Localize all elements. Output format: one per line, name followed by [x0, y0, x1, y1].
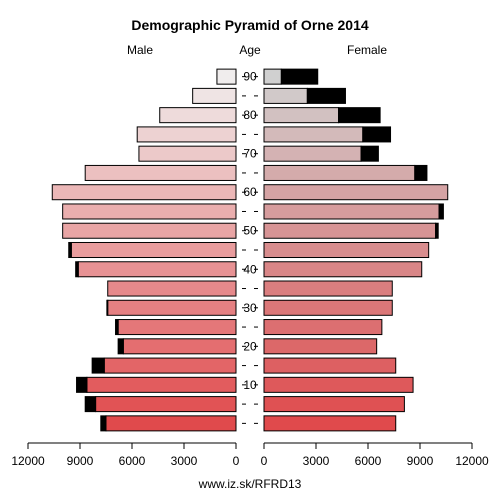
male-surplus-10-14	[76, 376, 88, 393]
female-surplus-90+	[280, 68, 319, 85]
age-tick-label: 70	[243, 147, 257, 161]
female-surplus-80-84	[338, 107, 381, 124]
male-bar-5-9	[95, 396, 237, 413]
female-x-tick-label: 3000	[303, 454, 330, 468]
male-bar-0-4	[105, 415, 237, 432]
male-surplus-20-24	[117, 338, 124, 355]
female-bar-45-49	[263, 241, 430, 259]
male-bar-80-84	[159, 107, 237, 124]
female-bar-25-29	[263, 319, 383, 336]
male-bar-15-19	[103, 357, 237, 374]
female-bar-65-69	[263, 164, 416, 181]
female-bar-80-84	[263, 107, 340, 124]
axes-group: 12000 9000 6000 3000 0 0 3000 6000 9000 12000 10 20…	[11, 70, 489, 468]
male-surplus-30-34	[106, 299, 109, 316]
male-surplus-40-44	[75, 261, 79, 278]
male-bar-45-49	[70, 241, 237, 259]
male-surplus-15-19	[91, 357, 105, 374]
age-tick-label: 90	[243, 70, 257, 84]
female-bar-5-9	[263, 396, 405, 413]
male-bar-55-59	[62, 203, 237, 220]
male-bar-35-39	[107, 280, 237, 297]
chart-title: Demographic Pyramid of Orne 2014	[131, 17, 369, 33]
female-surplus-50-54	[435, 222, 439, 239]
male-bar-65-69	[84, 164, 237, 181]
female-bar-85-89	[263, 87, 308, 104]
male-surplus-25-29	[115, 319, 119, 336]
male-x-tick-label: 6000	[119, 454, 146, 468]
male-bar-75-79	[136, 126, 237, 143]
female-bar-10-14	[263, 376, 414, 393]
female-bar-50-54	[263, 222, 437, 239]
female-surplus-85-89	[306, 87, 346, 104]
age-tick-label: 20	[243, 339, 257, 353]
female-surplus-70-74	[360, 145, 379, 162]
male-surplus-45-49	[68, 241, 72, 259]
female-x-tick-label: 0	[261, 454, 268, 468]
female-header: Female	[347, 43, 387, 57]
female-bar-55-59	[263, 203, 440, 220]
male-bar-40-44	[77, 261, 237, 278]
female-bar-30-34	[263, 299, 393, 316]
age-tick-label: 50	[243, 224, 257, 238]
female-bar-0-4	[263, 415, 397, 432]
male-bar-10-14	[86, 376, 237, 393]
male-x-tick-label: 12000	[11, 454, 45, 468]
male-bar-25-29	[117, 319, 237, 336]
male-bar-60-64	[51, 184, 237, 201]
female-x-tick-label: 12000	[455, 454, 489, 468]
age-tick-label: 30	[243, 301, 257, 315]
male-bar-70-74	[138, 145, 237, 162]
female-surplus-75-79	[362, 126, 392, 143]
male-x-tick-label: 0	[233, 454, 240, 468]
male-bar-50-54	[62, 222, 237, 239]
male-bar-85-89	[192, 87, 237, 104]
female-bar-15-19	[263, 357, 397, 374]
male-bar-90+	[216, 68, 237, 85]
male-header: Male	[127, 43, 153, 57]
female-surplus-55-59	[438, 203, 444, 220]
female-x-tick-label: 6000	[355, 454, 382, 468]
age-tick-label: 10	[243, 378, 257, 392]
female-x-tick-label: 9000	[407, 454, 434, 468]
age-tick-label: 40	[243, 262, 257, 276]
male-surplus-5-9	[84, 396, 97, 413]
age-header: Age	[239, 43, 261, 57]
female-bar-20-24	[263, 338, 378, 355]
female-bar-90+	[263, 68, 282, 85]
female-surplus-65-69	[414, 164, 428, 181]
age-tick-label: 80	[243, 108, 257, 122]
footer-label: www.iz.sk/RFRD13	[198, 477, 302, 491]
male-surplus-0-4	[100, 415, 107, 432]
male-bar-30-34	[107, 299, 237, 316]
age-tick-label: 60	[243, 185, 257, 199]
female-bar-40-44	[263, 261, 423, 278]
male-bar-20-24	[122, 338, 237, 355]
male-x-tick-label: 3000	[171, 454, 198, 468]
female-bar-35-39	[263, 280, 393, 297]
female-bar-75-79	[263, 126, 364, 143]
female-bar-70-74	[263, 145, 362, 162]
bars-group	[51, 68, 449, 432]
male-x-tick-label: 9000	[67, 454, 94, 468]
female-bar-60-64	[263, 184, 449, 201]
